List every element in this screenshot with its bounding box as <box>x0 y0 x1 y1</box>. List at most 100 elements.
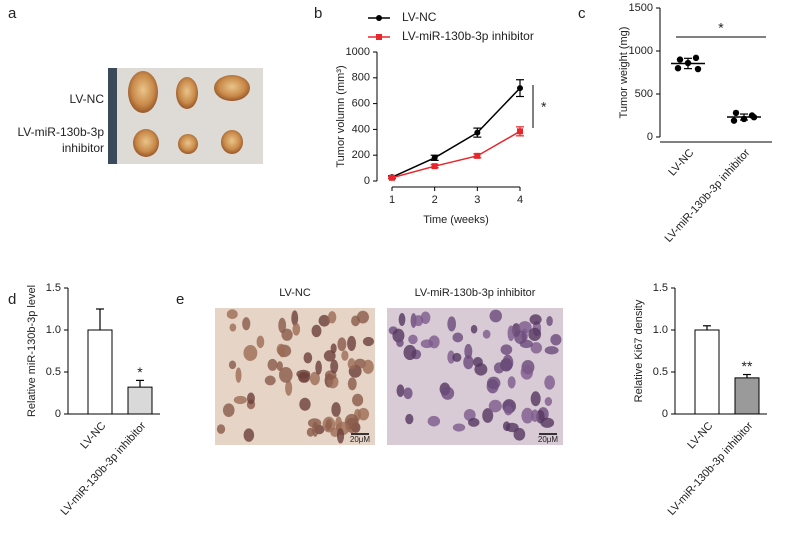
cell <box>413 315 424 327</box>
cell <box>352 393 364 407</box>
cell <box>347 358 356 370</box>
cell <box>396 338 404 348</box>
panel-letter: d <box>8 291 16 308</box>
cell <box>309 371 320 386</box>
cell <box>403 344 417 361</box>
cell <box>292 322 301 336</box>
panel-letter: c <box>578 5 586 22</box>
scale-bar-label: 20μM <box>350 435 371 444</box>
cell <box>447 316 457 332</box>
cell <box>341 350 349 361</box>
photo-label: LV-miR-130b-3p inhibitor <box>17 125 104 155</box>
cell <box>540 417 555 428</box>
y-tick-label: 0 <box>55 408 61 420</box>
cell <box>472 356 483 367</box>
marker <box>517 128 523 135</box>
y-tick-label: 0 <box>662 408 668 420</box>
micrograph-title: LV-miR-130b-3p inhibitor <box>415 287 536 299</box>
y-tick-label: 0.5 <box>46 366 61 378</box>
cell <box>336 428 345 444</box>
y-tick-label: 1.5 <box>653 282 668 294</box>
cell <box>427 415 441 427</box>
cell <box>318 314 331 327</box>
point <box>674 65 682 72</box>
ruler <box>108 68 117 164</box>
cell <box>546 316 553 327</box>
y-axis-label: Tumor volumn (mm³) <box>335 65 347 167</box>
cell <box>362 336 374 347</box>
cell <box>403 387 413 400</box>
cell <box>507 376 516 389</box>
legend-label: LV-miR-130b-3p inhibitor <box>402 29 534 43</box>
significance: * <box>718 20 724 36</box>
significance: * <box>541 99 547 115</box>
cell <box>242 317 251 331</box>
cell <box>279 366 293 383</box>
cell <box>500 344 513 355</box>
point <box>694 65 702 73</box>
cell <box>544 346 559 355</box>
marker <box>389 174 395 181</box>
cell <box>529 314 542 325</box>
cell <box>347 377 357 391</box>
cell <box>235 367 242 383</box>
point <box>676 56 684 63</box>
cell <box>243 344 258 361</box>
y-axis-label: Relative miR-130b-3p level <box>26 285 38 417</box>
error-bar <box>684 57 692 70</box>
cell <box>531 409 539 422</box>
cell <box>311 324 322 338</box>
cell <box>226 309 238 320</box>
y-axis-label: Relative Ki67 density <box>633 299 645 402</box>
cell <box>530 391 541 407</box>
y-tick-label: 1500 <box>629 2 653 14</box>
bar <box>694 329 720 415</box>
y-tick-label: 1.0 <box>46 324 61 336</box>
point <box>692 54 700 62</box>
tumor <box>176 77 198 109</box>
error-bar <box>96 308 104 330</box>
cell <box>452 332 464 343</box>
panel-letter: e <box>176 291 184 308</box>
x-tick-label: LV-miR-130b-3p inhibitor <box>666 420 756 518</box>
cell <box>322 416 336 433</box>
marker <box>431 154 438 161</box>
cell <box>357 407 370 421</box>
tumor <box>214 75 250 101</box>
cell <box>441 386 455 400</box>
cell <box>392 328 405 343</box>
significance: ** <box>742 358 753 374</box>
cell <box>520 365 534 380</box>
legend-marker <box>376 34 382 40</box>
y-tick-label: 0.5 <box>653 366 668 378</box>
y-tick-label: 0 <box>364 175 370 187</box>
error-bar <box>740 113 748 121</box>
cell <box>307 418 322 428</box>
cell <box>362 359 374 374</box>
x-tick-label: 1 <box>389 194 395 206</box>
cell <box>513 427 526 441</box>
tumor-photo <box>108 68 263 164</box>
y-tick-label: 500 <box>635 88 653 100</box>
panel-letter: a <box>8 5 17 22</box>
cell <box>233 395 247 405</box>
x-tick-label: LV-NC <box>78 420 108 452</box>
cell <box>530 342 543 354</box>
bar <box>734 377 760 415</box>
marker <box>474 152 481 159</box>
x-tick-label: LV-NC <box>666 147 696 179</box>
y-tick-label: 1.0 <box>653 324 668 336</box>
y-tick-label: 1.5 <box>46 282 61 294</box>
cell <box>264 375 276 386</box>
y-axis-label: Tumor weight (mg) <box>618 27 630 119</box>
cell <box>544 375 555 390</box>
cell <box>396 384 405 397</box>
cell <box>243 428 255 442</box>
y-tick-label: 1000 <box>629 45 653 57</box>
marker <box>431 163 438 170</box>
x-axis-label: Time (weeks) <box>423 214 489 226</box>
cell <box>489 309 503 323</box>
x-tick-label: 4 <box>517 194 523 206</box>
